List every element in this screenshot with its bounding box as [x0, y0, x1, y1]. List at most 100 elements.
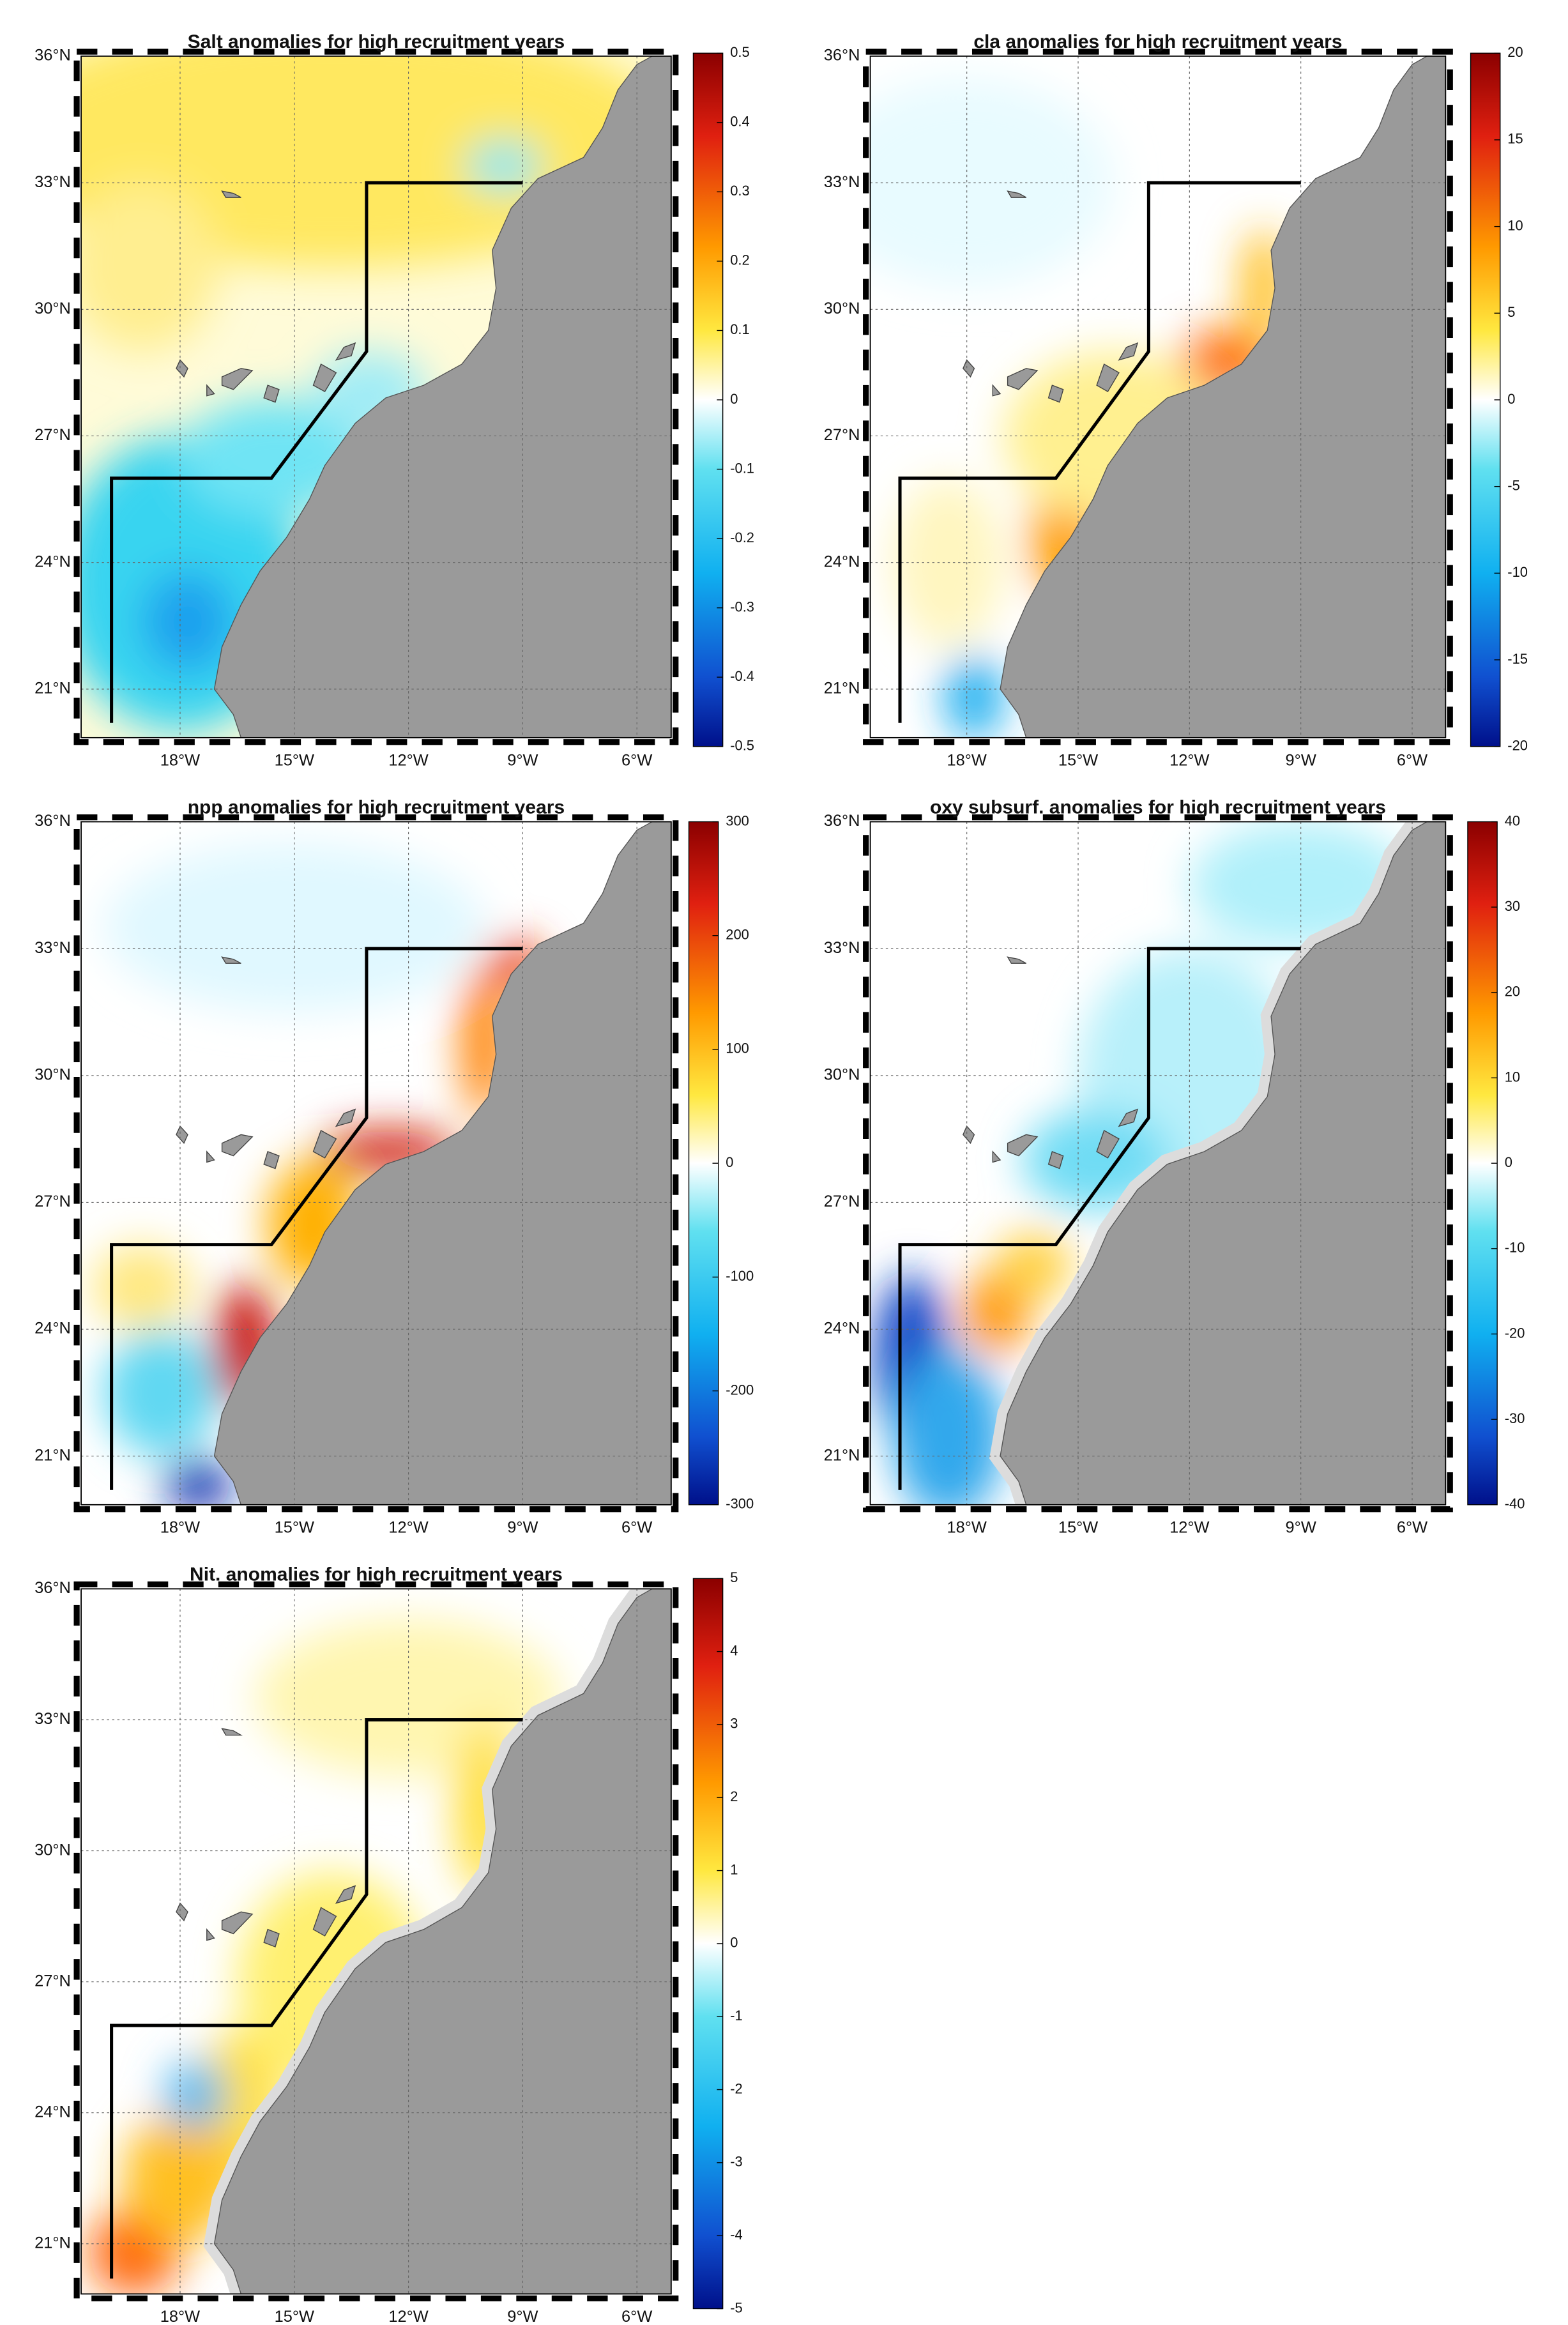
lat-label: 21°N: [34, 1446, 71, 1464]
lon-label: 9°W: [507, 752, 538, 770]
lat-label: 27°N: [34, 1972, 71, 1990]
island: [1047, 385, 1064, 403]
map-area: [81, 1589, 671, 2294]
lat-label: 36°N: [824, 47, 860, 65]
colorbar-label: -10: [1507, 564, 1528, 580]
colorbar-label: 3: [730, 1716, 738, 1732]
colorbar-label: 0.2: [730, 252, 750, 268]
lon-label: 6°W: [621, 2308, 652, 2325]
frame-dashes: [73, 814, 679, 1513]
lon-label: 18°W: [160, 1518, 200, 1536]
colorbar-label: 1: [730, 1861, 738, 1877]
colorbar-label: 0: [1507, 391, 1515, 407]
region-box: [110, 947, 523, 1490]
colorbar-label: 0: [1505, 1154, 1512, 1170]
anomaly-blob: [165, 2060, 226, 2131]
map-panel: npp anomalies for high recruitment years…: [34, 797, 754, 1537]
colorbar-label: 5: [730, 1569, 738, 1585]
lon-label: 18°W: [160, 752, 200, 770]
colorbar-label: -15: [1507, 651, 1528, 667]
lon-label: 9°W: [1286, 1518, 1316, 1536]
colorbar-label: -30: [1505, 1410, 1525, 1426]
lon-label: 18°W: [160, 2308, 200, 2325]
lon-label: 6°W: [621, 752, 652, 770]
lat-label: 27°N: [824, 426, 860, 444]
region-box: [110, 181, 523, 723]
island: [206, 1150, 215, 1163]
island: [221, 368, 254, 390]
map-area: [81, 56, 671, 738]
colorbar-label: 15: [1507, 131, 1523, 147]
island: [206, 1928, 215, 1941]
frame: [80, 821, 672, 1506]
lat-label: 30°N: [34, 1065, 71, 1083]
island: [992, 1150, 1001, 1163]
lat-label: 21°N: [824, 1446, 860, 1464]
lat-label: 30°N: [34, 300, 71, 317]
colorbar: [692, 52, 724, 747]
land: [213, 56, 671, 738]
frame-dashes: [863, 49, 1453, 745]
island: [335, 342, 356, 361]
island: [221, 1728, 243, 1736]
anomaly-blob: [892, 1350, 1004, 1505]
anomaly-blob: [103, 1329, 218, 1456]
colorbar-label: 0.3: [730, 183, 750, 199]
lat-label: 30°N: [824, 1065, 860, 1083]
land: [1000, 821, 1446, 1505]
lat-label: 27°N: [34, 426, 71, 444]
lon-label: 12°W: [388, 2308, 428, 2325]
lat-label: 33°N: [824, 173, 860, 191]
colorbar: [1470, 52, 1501, 747]
colorbar-label: -5: [1507, 477, 1520, 493]
colorbar-label: 4: [730, 1642, 738, 1658]
island: [963, 359, 975, 378]
colorbar-label: -0.4: [730, 668, 754, 684]
island: [1096, 363, 1120, 392]
colorbar-label: 0.4: [730, 114, 750, 130]
lat-label: 21°N: [34, 2234, 71, 2252]
region-box: [898, 947, 1301, 1490]
lon-label: 15°W: [1058, 1518, 1098, 1536]
frame-dashes: [73, 1581, 679, 2301]
anomaly-blob: [81, 183, 218, 352]
island: [1096, 1129, 1120, 1159]
island: [1047, 1150, 1064, 1170]
island: [221, 956, 241, 964]
lon-label: 15°W: [275, 1518, 314, 1536]
map-area: [870, 821, 1446, 1505]
panel-title: Nit. anomalies for high recruitment year…: [190, 1564, 563, 1585]
lat-label: 30°N: [34, 1841, 71, 1859]
island: [992, 384, 1001, 397]
island: [312, 1129, 337, 1159]
colorbar-label: 0: [730, 391, 738, 407]
lat-label: 30°N: [824, 300, 860, 317]
island: [176, 1902, 188, 1922]
colorbar-label: -0.3: [730, 598, 754, 614]
lat-label: 36°N: [824, 812, 860, 830]
colorbar-label: -20: [1505, 1325, 1525, 1341]
lon-label: 9°W: [507, 2308, 538, 2325]
panel-title: cla anomalies for high recruitment years: [973, 31, 1342, 52]
anomaly-blob: [165, 1460, 234, 1505]
lon-label: 6°W: [1397, 1518, 1427, 1536]
panel-title: npp anomalies for high recruitment years: [188, 797, 565, 818]
colorbar-label: 300: [726, 812, 749, 828]
colorbar-label: -3: [730, 2154, 743, 2170]
map-panel: Salt anomalies for high recruitment year…: [34, 31, 754, 770]
lat-label: 36°N: [34, 812, 71, 830]
colorbar-label: 2: [730, 1788, 738, 1804]
anomaly-blob: [142, 570, 234, 673]
colorbar-label: 200: [726, 927, 749, 943]
colorbar-label: -0.1: [730, 460, 754, 476]
lat-label: 24°N: [34, 2103, 71, 2121]
lon-label: 9°W: [1286, 752, 1316, 770]
colorbar-label: 0.1: [730, 321, 750, 337]
colorbar-label: 0.5: [730, 44, 750, 60]
colorbar-label: -40: [1505, 1496, 1525, 1512]
island: [335, 1885, 356, 1904]
island: [312, 1907, 337, 1937]
lat-label: 24°N: [824, 553, 860, 570]
colorbar-label: -10: [1505, 1240, 1525, 1256]
